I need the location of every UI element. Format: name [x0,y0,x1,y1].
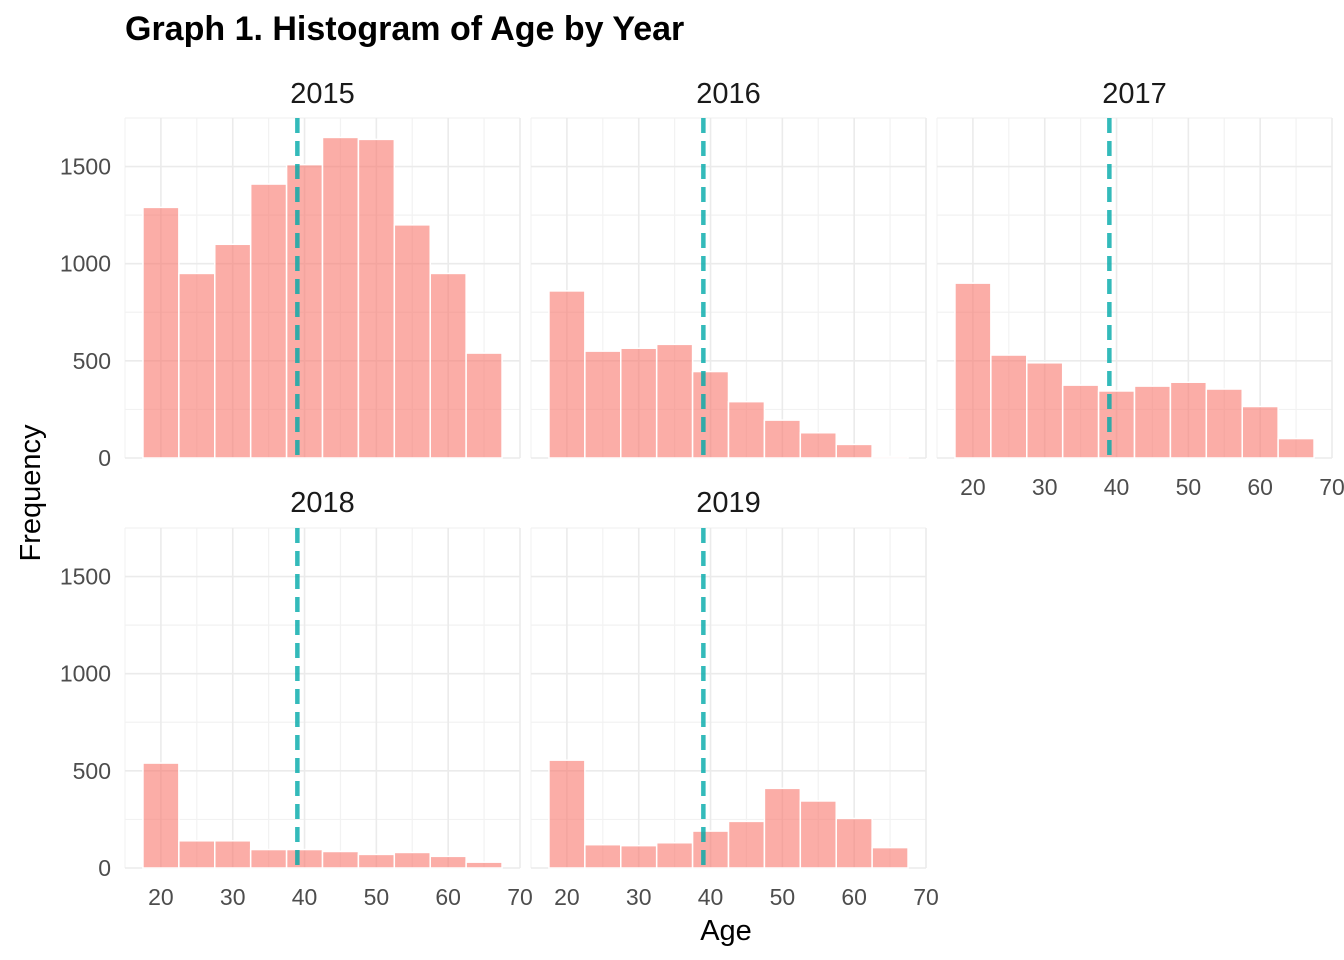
histogram-bar [321,850,360,869]
histogram-bar [321,136,360,459]
x-tick-label: 40 [1104,474,1130,500]
histogram-bar [393,224,431,459]
x-tick-label: 40 [698,884,724,910]
x-tick-label: 50 [1176,474,1202,500]
histogram-bar [620,844,658,869]
histogram-bar [465,861,503,869]
histogram-bar [620,347,658,459]
histogram-bar [1241,405,1279,459]
histogram-bar [142,762,180,869]
x-tick-label: 30 [220,884,246,910]
histogram-bar [584,350,622,459]
y-tick-label: 1500 [60,564,111,590]
panel-2017: 2017 20 30 40 50 60 70 [936,78,1344,500]
histogram-bar [214,840,252,869]
histogram-bar [691,370,730,459]
histogram-bar [763,787,802,869]
histogram-bar [393,851,431,869]
facet-label: 2016 [696,78,761,110]
histogram-bar [954,282,992,459]
y-tick-label: 0 [98,855,111,881]
histogram-bar [1133,385,1172,459]
x-axis-title: Age [700,915,752,947]
histogram-bar [357,853,396,869]
histogram-bar [249,848,288,869]
x-tick-label: 50 [364,884,390,910]
x-tick-label: 20 [148,884,174,910]
y-tick-label: 1000 [60,251,111,277]
histogram-bar [1169,381,1208,459]
histogram-bar [465,352,503,459]
histogram-bar [727,400,766,459]
histogram-bar [799,431,837,459]
x-tick-label: 60 [841,884,867,910]
y-tick-label: 1000 [60,661,111,687]
histogram-bar [178,272,216,459]
chart-title: Graph 1. Histogram of Age by Year [125,10,685,48]
histogram-bar [429,272,467,459]
x-tick-label: 50 [770,884,796,910]
x-tick-label: 70 [1319,474,1344,500]
facet-label: 2019 [696,487,761,519]
panel-2018: 2018 0 500 1000 1500 20 30 40 50 60 70 [60,487,533,910]
histogram-bar [1277,437,1315,459]
facet-label: 2018 [290,487,355,519]
y-tick-label: 1500 [60,154,111,180]
histogram-bar [1061,384,1100,459]
histogram-bar [727,820,766,869]
histogram-bar [548,759,586,869]
histogram-bar [799,800,837,869]
y-tick-label: 500 [73,758,111,784]
histogram-bar [285,848,324,869]
histogram-bar [249,183,288,459]
histogram-bar [1026,362,1064,459]
histogram-bar [655,343,694,459]
histogram-bar [429,855,467,869]
histogram-bar [548,290,586,459]
y-axis-title: Frequency [15,424,47,562]
histogram-bar [584,843,622,869]
facet-label: 2015 [290,78,355,110]
panel-2015: 2015 0 500 1000 1500 [60,78,521,471]
histogram-bar [142,206,180,459]
histogram-bar [871,846,909,869]
x-tick-label: 70 [913,884,939,910]
x-tick-label: 30 [1032,474,1058,500]
histogram-bar [835,817,873,869]
panel-2016: 2016 [530,78,927,459]
x-tick-label: 60 [435,884,461,910]
y-tick-label: 0 [98,445,111,471]
histogram-bar [357,138,396,459]
x-tick-label: 20 [960,474,986,500]
histogram-bar [835,443,873,459]
x-tick-label: 60 [1247,474,1273,500]
y-tick-label: 500 [73,348,111,374]
x-tick-label: 70 [507,884,533,910]
histogram-bar [763,419,802,459]
histogram-bar [655,841,694,869]
histogram-bar [178,840,216,869]
histogram-bar [691,830,730,869]
panel-2019: 2019 20 30 40 50 60 70 [530,487,939,910]
histogram-bar [871,455,909,459]
x-tick-label: 20 [554,884,580,910]
x-tick-label: 40 [292,884,318,910]
histogram-bar [1205,388,1243,459]
histogram-bar [1097,390,1136,459]
x-tick-label: 30 [626,884,652,910]
histogram-bar [285,163,324,459]
facet-label: 2017 [1102,78,1167,110]
histogram-bar [214,243,252,459]
histogram-bar [990,354,1028,459]
